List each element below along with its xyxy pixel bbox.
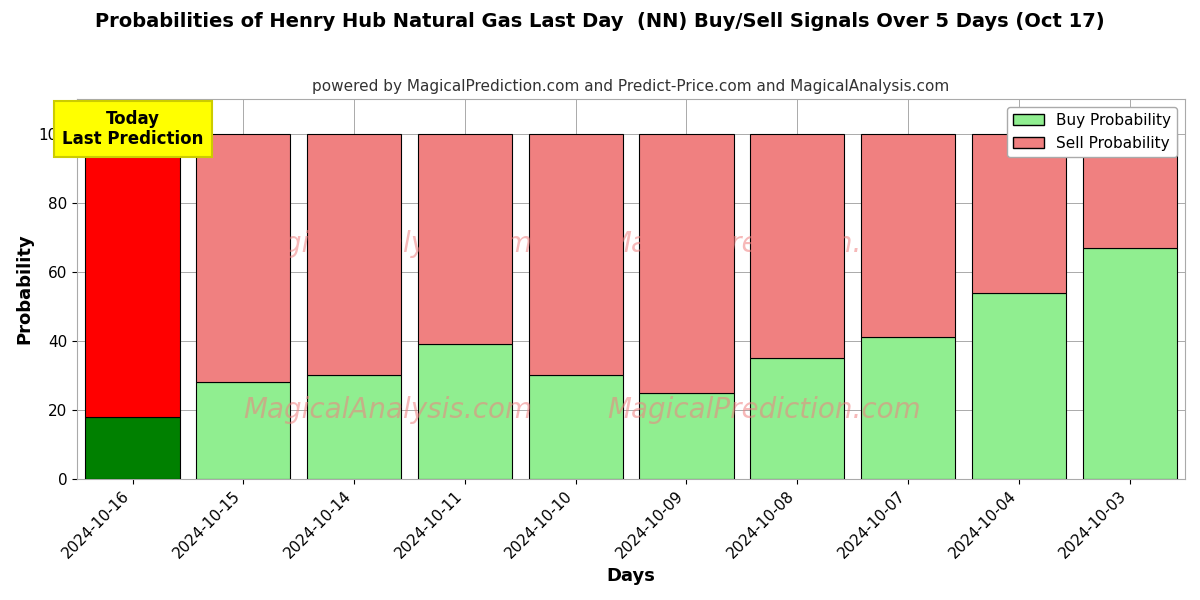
Bar	[640, 392, 733, 479]
Text: Today
Last Prediction: Today Last Prediction	[62, 110, 203, 148]
Bar	[197, 382, 290, 479]
Bar	[529, 376, 623, 479]
Bar	[307, 376, 401, 479]
Bar	[418, 344, 512, 479]
Bar	[972, 293, 1066, 479]
Bar	[197, 134, 290, 382]
Bar	[972, 134, 1066, 293]
Legend: Buy Probability, Sell Probability: Buy Probability, Sell Probability	[1007, 107, 1177, 157]
Bar	[750, 134, 845, 358]
Title: powered by MagicalPrediction.com and Predict-Price.com and MagicalAnalysis.com: powered by MagicalPrediction.com and Pre…	[312, 79, 949, 94]
Text: MagicalPrediction.com: MagicalPrediction.com	[607, 230, 920, 257]
Bar	[529, 134, 623, 376]
Bar	[307, 134, 401, 376]
X-axis label: Days: Days	[607, 567, 655, 585]
Text: Probabilities of Henry Hub Natural Gas Last Day  (NN) Buy/Sell Signals Over 5 Da: Probabilities of Henry Hub Natural Gas L…	[95, 12, 1105, 31]
Text: MagicalPrediction.com: MagicalPrediction.com	[607, 397, 920, 424]
Y-axis label: Probability: Probability	[14, 233, 32, 344]
Bar	[860, 134, 955, 337]
Text: MagicalAnalysis.com: MagicalAnalysis.com	[242, 230, 532, 257]
Bar	[1082, 134, 1177, 248]
Text: MagicalAnalysis.com: MagicalAnalysis.com	[242, 397, 532, 424]
Bar	[750, 358, 845, 479]
Bar	[85, 134, 180, 417]
Bar	[860, 337, 955, 479]
Bar	[85, 417, 180, 479]
Bar	[1082, 248, 1177, 479]
Bar	[418, 134, 512, 344]
Bar	[640, 134, 733, 392]
